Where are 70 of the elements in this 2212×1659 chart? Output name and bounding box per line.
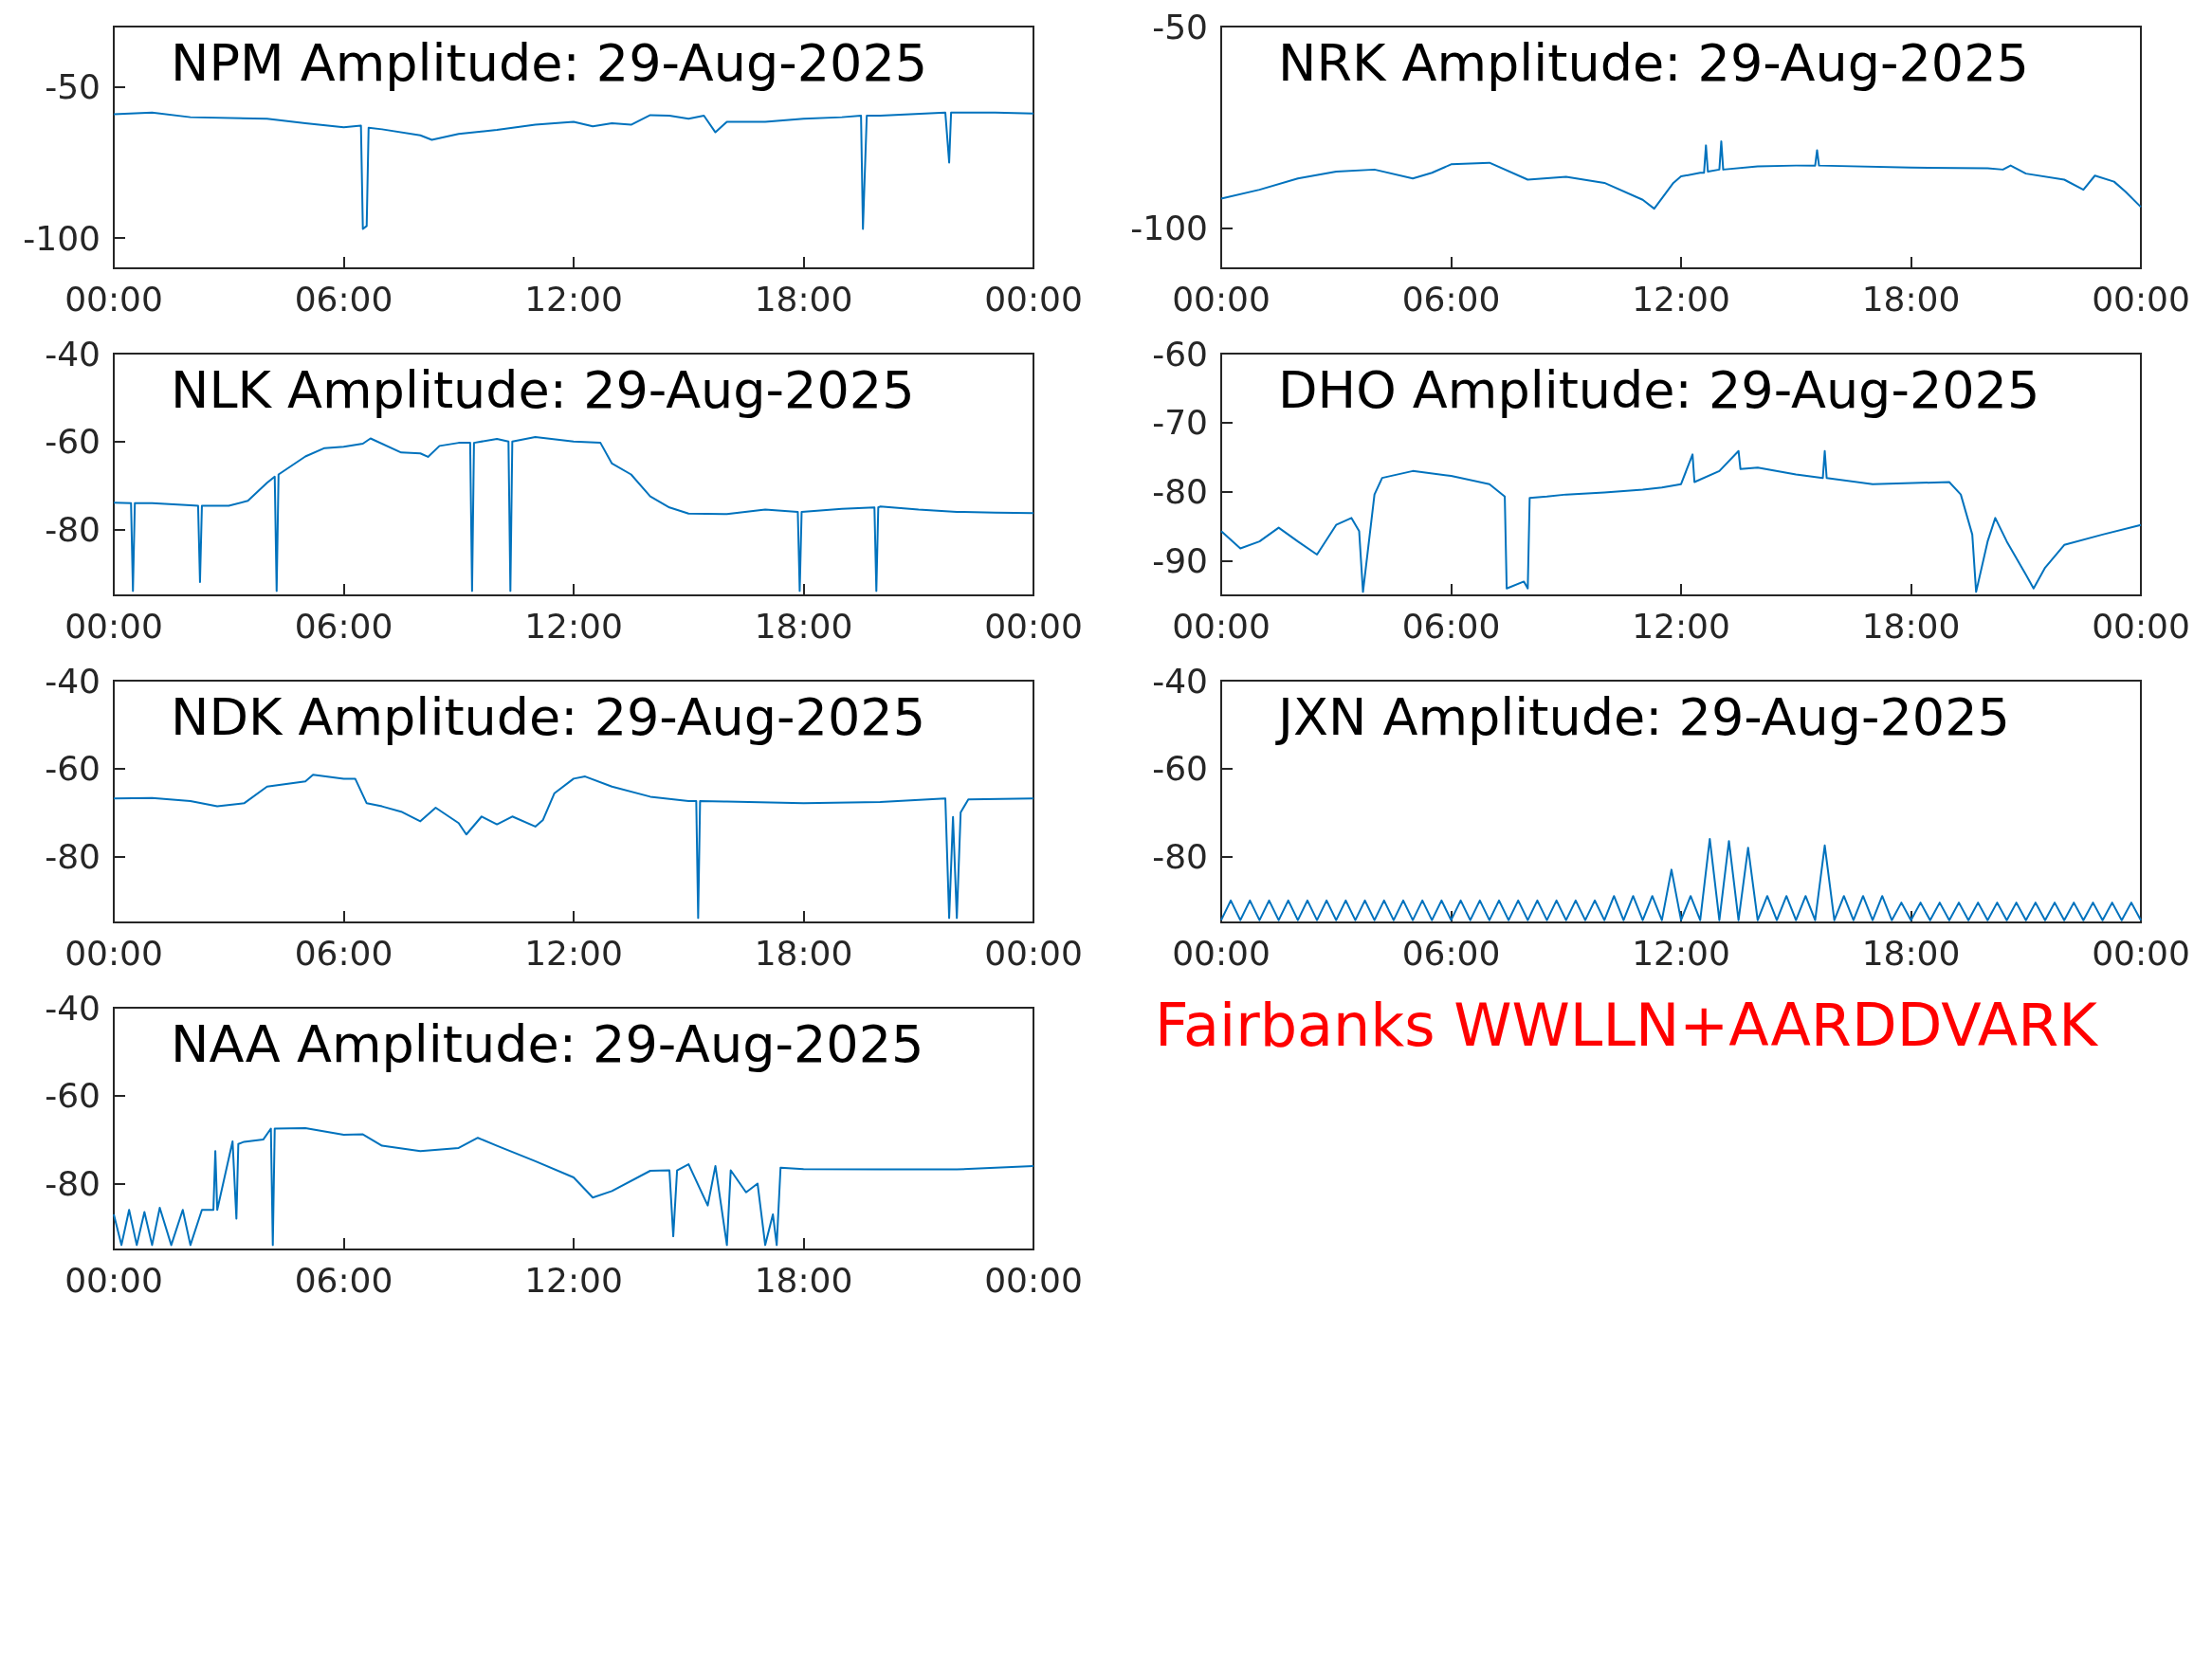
- y-tick-label: -100: [23, 218, 101, 258]
- y-tick-label: -80: [45, 1163, 101, 1203]
- x-tick-label: 00:00: [2092, 279, 2190, 319]
- x-tick-label: 00:00: [1172, 606, 1271, 646]
- y-tick-label: -80: [1152, 472, 1208, 512]
- chart-title: DHO Amplitude: 29-Aug-2025: [1278, 359, 2040, 420]
- x-tick-label: 00:00: [984, 606, 1083, 646]
- x-tick-label: 00:00: [984, 279, 1083, 319]
- x-tick-label: 06:00: [1401, 279, 1501, 319]
- line-series: [113, 436, 1034, 592]
- chart-title: NPM Amplitude: 29-Aug-2025: [171, 32, 928, 93]
- y-tick-label: -50: [1152, 7, 1208, 46]
- line-series: [1220, 449, 2142, 593]
- x-tick-label: 18:00: [754, 606, 853, 646]
- x-tick-label: 06:00: [294, 1260, 393, 1300]
- x-tick-label: 00:00: [1172, 933, 1271, 973]
- x-tick-label: 18:00: [754, 933, 853, 973]
- y-tick-label: -90: [1152, 541, 1208, 581]
- x-tick-label: 06:00: [294, 933, 393, 973]
- y-tick-label: -80: [45, 509, 101, 549]
- line-series: [113, 774, 1034, 920]
- y-tick-label: -40: [45, 988, 101, 1028]
- y-tick-label: -70: [1152, 403, 1208, 443]
- x-tick-label: 18:00: [754, 279, 853, 319]
- text: Fairbanks WWLLN+AARDDVARK: [1155, 990, 2099, 1060]
- x-tick-label: 06:00: [1401, 933, 1501, 973]
- x-tick-label: 00:00: [984, 933, 1083, 973]
- x-tick-label: 00:00: [2092, 606, 2190, 646]
- x-tick-label: 06:00: [1401, 606, 1501, 646]
- chart-title: JXN Amplitude: 29-Aug-2025: [1275, 686, 2010, 747]
- chart-title: NRK Amplitude: 29-Aug-2025: [1278, 32, 2029, 93]
- y-tick-label: -80: [1152, 836, 1208, 876]
- y-tick-label: -100: [1130, 209, 1208, 247]
- y-tick-label: -60: [45, 749, 101, 789]
- x-tick-label: 06:00: [294, 279, 393, 319]
- x-tick-label: 12:00: [1632, 933, 1730, 973]
- x-tick-label: 18:00: [1861, 606, 1961, 646]
- line-series: [113, 111, 1034, 230]
- x-tick-label: 12:00: [524, 933, 623, 973]
- line-series: [113, 1127, 1034, 1247]
- x-tick-label: 12:00: [524, 279, 623, 319]
- y-tick-label: -60: [1152, 334, 1208, 374]
- x-tick-label: 18:00: [1861, 933, 1961, 973]
- x-tick-label: 00:00: [2092, 933, 2190, 973]
- x-tick-label: 06:00: [294, 606, 393, 646]
- x-tick-label: 00:00: [64, 606, 163, 646]
- y-tick-label: -60: [1152, 749, 1208, 789]
- line-series: [1220, 140, 2142, 210]
- x-tick-label: 12:00: [1632, 606, 1730, 646]
- x-tick-label: 00:00: [64, 279, 163, 319]
- chart-title: NDK Amplitude: 29-Aug-2025: [171, 686, 925, 747]
- y-tick-label: -60: [45, 422, 101, 462]
- chart-title: NLK Amplitude: 29-Aug-2025: [171, 359, 915, 420]
- y-tick-label: -40: [45, 661, 101, 701]
- line-series: [1220, 837, 2142, 921]
- y-tick-label: -60: [45, 1076, 101, 1116]
- y-tick-label: -50: [45, 67, 101, 107]
- chart-title: NAA Amplitude: 29-Aug-2025: [171, 1013, 924, 1074]
- x-tick-label: 12:00: [1632, 279, 1730, 319]
- x-tick-label: 00:00: [984, 1260, 1083, 1300]
- x-tick-label: 12:00: [524, 1260, 623, 1300]
- x-tick-label: 00:00: [64, 933, 163, 973]
- y-tick-label: -40: [1152, 661, 1208, 701]
- x-tick-label: 18:00: [754, 1260, 853, 1300]
- y-tick-label: -40: [45, 334, 101, 374]
- x-tick-label: 18:00: [1861, 279, 1961, 319]
- x-tick-label: 00:00: [1172, 279, 1271, 319]
- x-tick-label: 00:00: [64, 1260, 163, 1300]
- x-tick-label: 12:00: [524, 606, 623, 646]
- y-tick-label: -80: [45, 836, 101, 876]
